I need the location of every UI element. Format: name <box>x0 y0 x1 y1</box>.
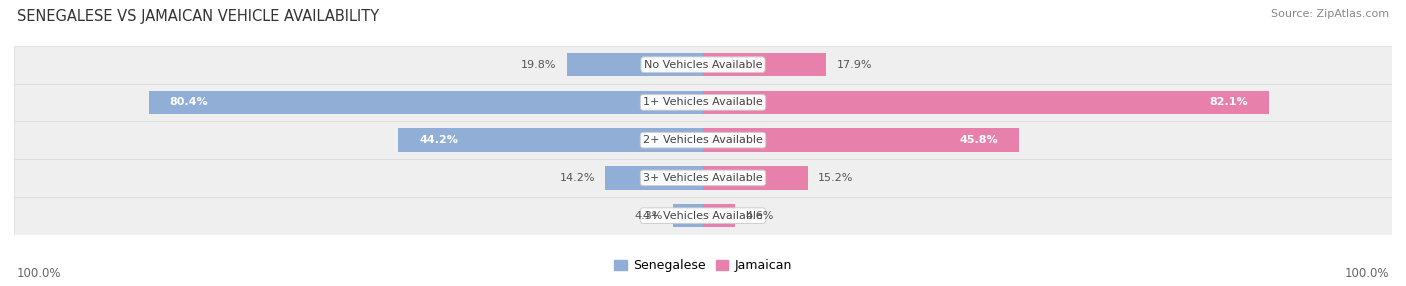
Bar <box>14 84 1392 121</box>
Bar <box>567 53 703 76</box>
Bar <box>703 53 827 76</box>
Text: 100.0%: 100.0% <box>1344 267 1389 280</box>
Text: 82.1%: 82.1% <box>1209 98 1249 107</box>
Legend: Senegalese, Jamaican: Senegalese, Jamaican <box>609 254 797 277</box>
Bar <box>14 197 1392 235</box>
Bar <box>398 128 703 152</box>
Text: 4+ Vehicles Available: 4+ Vehicles Available <box>643 211 763 221</box>
Text: 15.2%: 15.2% <box>818 173 853 183</box>
Text: No Vehicles Available: No Vehicles Available <box>644 60 762 69</box>
Bar <box>14 121 1392 159</box>
Text: 80.4%: 80.4% <box>170 98 208 107</box>
Text: 17.9%: 17.9% <box>837 60 872 69</box>
Text: 14.2%: 14.2% <box>560 173 595 183</box>
Text: SENEGALESE VS JAMAICAN VEHICLE AVAILABILITY: SENEGALESE VS JAMAICAN VEHICLE AVAILABIL… <box>17 9 380 23</box>
Bar <box>14 46 1392 84</box>
Bar <box>605 166 703 190</box>
Text: 45.8%: 45.8% <box>959 135 998 145</box>
Text: 4.3%: 4.3% <box>634 211 664 221</box>
Text: Source: ZipAtlas.com: Source: ZipAtlas.com <box>1271 9 1389 19</box>
Text: 44.2%: 44.2% <box>419 135 458 145</box>
Text: 4.6%: 4.6% <box>745 211 773 221</box>
Text: 3+ Vehicles Available: 3+ Vehicles Available <box>643 173 763 183</box>
Bar <box>703 128 1018 152</box>
Bar <box>14 159 1392 197</box>
Bar <box>673 204 703 227</box>
Bar <box>703 91 1268 114</box>
Text: 1+ Vehicles Available: 1+ Vehicles Available <box>643 98 763 107</box>
Text: 19.8%: 19.8% <box>520 60 557 69</box>
Bar <box>703 204 735 227</box>
Bar <box>149 91 703 114</box>
Text: 2+ Vehicles Available: 2+ Vehicles Available <box>643 135 763 145</box>
Bar <box>703 166 807 190</box>
Text: 100.0%: 100.0% <box>17 267 62 280</box>
